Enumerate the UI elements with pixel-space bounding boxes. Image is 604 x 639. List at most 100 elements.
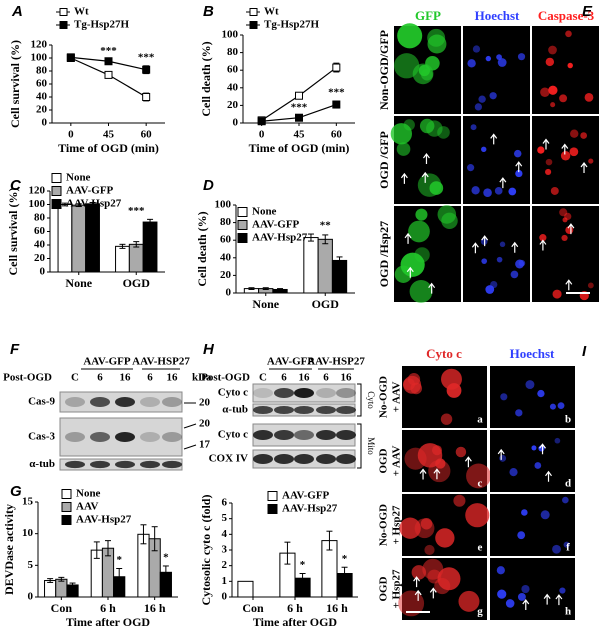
cell: [441, 368, 462, 390]
cell: [559, 94, 568, 103]
cell: [565, 30, 572, 38]
band: [115, 460, 135, 469]
cell: [548, 45, 557, 55]
band: [274, 430, 294, 440]
cell: [403, 119, 415, 131]
x-tick-label: Con: [242, 601, 264, 615]
x-tick-label: 0: [68, 129, 74, 141]
cell: [485, 285, 495, 294]
legend-label: AAV-GFP: [252, 219, 300, 231]
cell: [489, 92, 497, 100]
marker: [332, 63, 341, 72]
arrow: [561, 143, 569, 155]
legend-label: AAV-GFP: [282, 490, 330, 502]
significance: *: [342, 553, 348, 565]
x-tick-label: None: [252, 297, 279, 311]
cell: [587, 282, 594, 289]
lane-label: 6: [281, 372, 287, 384]
cell: [415, 208, 428, 221]
cell: [412, 63, 434, 85]
cell: [570, 129, 579, 138]
y-tick-label: 15: [22, 496, 34, 508]
bar: [57, 204, 73, 273]
arrow: [429, 587, 437, 599]
arrow: [545, 470, 552, 482]
arrow: [433, 468, 441, 480]
bar: [317, 238, 333, 294]
tile-letter: g: [477, 606, 483, 618]
y-tick-label: 100: [29, 198, 46, 210]
bar: [128, 243, 144, 273]
arrow: [539, 443, 547, 455]
x-tick-label: 60: [331, 129, 343, 141]
band: [253, 406, 273, 414]
x-tick-label: 16 h: [144, 601, 166, 615]
x-tick-label: OGD: [123, 276, 151, 290]
panel-letter: A: [11, 3, 23, 20]
cell: [426, 120, 443, 137]
significance: ***: [291, 101, 308, 113]
cell: [420, 517, 433, 530]
x-axis-label: Time after OGD: [66, 615, 151, 629]
marker: [142, 65, 151, 74]
tile-letter: a: [477, 414, 483, 426]
cell: [557, 402, 565, 409]
y-tick-label: 0: [40, 266, 46, 278]
row-label: + AAV: [391, 446, 403, 477]
row-header: Post-OGD: [201, 372, 250, 384]
legend-swatch: [61, 515, 72, 525]
band: [316, 388, 336, 398]
y-tick-label: 60: [34, 225, 46, 237]
cell: [552, 544, 561, 554]
cell: [435, 528, 455, 548]
significance: ***: [328, 87, 345, 99]
marker-arrow: [183, 444, 197, 450]
panel-letter: F: [10, 341, 20, 358]
x-tick-label: OGD: [312, 297, 340, 311]
y-axis-label: Cell survival (%): [8, 40, 22, 128]
band: [336, 388, 356, 398]
arrow: [499, 177, 507, 189]
cell: [494, 187, 503, 195]
row-label: OGD /Hsp27: [377, 221, 391, 287]
cell: [534, 462, 542, 469]
legend-swatch: [267, 491, 278, 501]
cell: [490, 280, 498, 289]
y-tick-label: 0: [233, 117, 239, 129]
band: [316, 430, 336, 440]
significance: *: [116, 554, 122, 566]
lane-label: 16: [120, 372, 132, 384]
bar: [44, 580, 57, 598]
y-tick-label: 3: [222, 544, 228, 556]
cell: [521, 509, 528, 516]
arrow: [539, 239, 547, 251]
row-header: Post-OGD: [3, 372, 52, 384]
legend-swatch: [237, 233, 248, 243]
band: [65, 460, 85, 469]
bracket: [357, 383, 362, 417]
cell: [440, 413, 453, 425]
bar: [85, 203, 100, 273]
significance: ***: [100, 45, 117, 57]
x-tick-label: 6 h: [287, 601, 303, 615]
cell: [497, 58, 507, 67]
column-header: Caspase-3: [538, 8, 595, 23]
cell: [537, 146, 545, 154]
x-axis-label: Time after OGD: [253, 615, 338, 629]
arrow: [471, 242, 479, 254]
x-axis-label: Time of OGD (min): [249, 141, 350, 155]
cell: [478, 95, 486, 103]
significance: ***: [128, 205, 145, 217]
y-tick-label: 5: [28, 559, 34, 571]
arrow: [422, 153, 430, 165]
legend-swatch: [267, 504, 278, 514]
y-tick-label: 60: [227, 64, 239, 76]
significance: **: [320, 220, 332, 232]
legend-marker: [59, 21, 68, 29]
lane-label: 16: [341, 372, 353, 384]
cell: [408, 220, 430, 243]
arrow: [419, 468, 427, 480]
legend-label: AAV-GFP: [66, 185, 114, 197]
cell: [510, 270, 519, 279]
lane-label: C: [71, 372, 79, 384]
